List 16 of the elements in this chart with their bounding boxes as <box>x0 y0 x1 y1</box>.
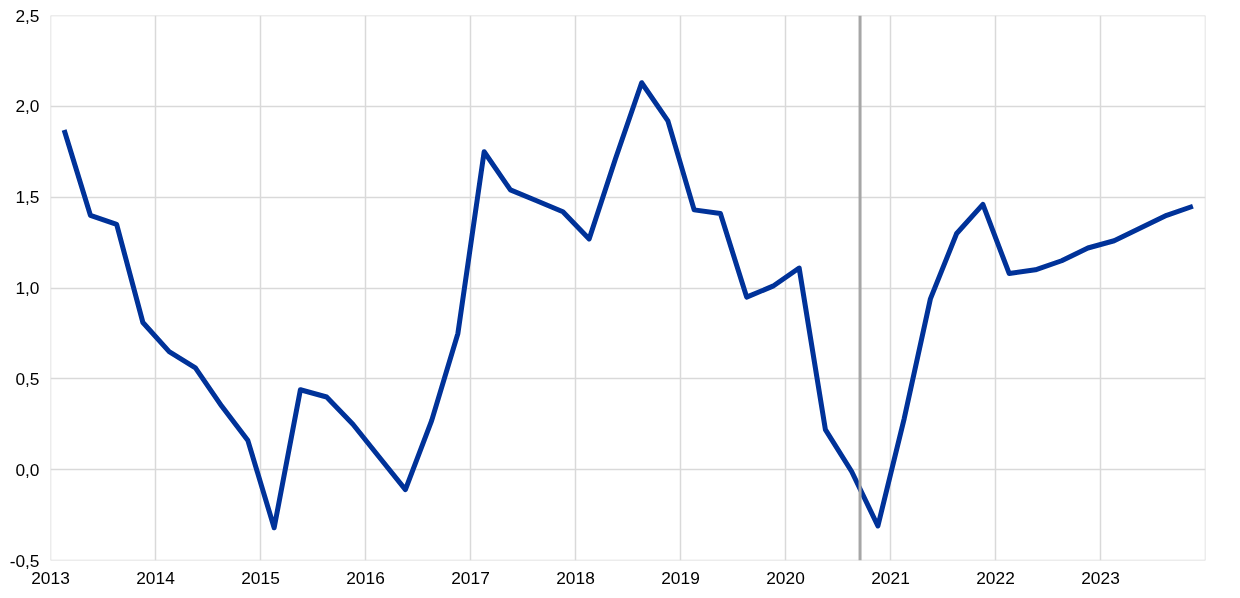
x-tick-label: 2015 <box>241 567 280 588</box>
y-tick-label: 0,5 <box>15 368 40 389</box>
x-tick-label: 2020 <box>766 567 805 588</box>
y-tick-label: 0,0 <box>15 459 40 480</box>
y-tick-label: 1,0 <box>15 278 40 298</box>
x-tick-label: 2014 <box>136 567 176 588</box>
x-tick-label: 2021 <box>871 567 910 588</box>
y-tick-label: 2,5 <box>15 5 40 26</box>
x-tick-label: 2016 <box>346 567 385 588</box>
y-tick-label: 2,0 <box>15 96 40 117</box>
x-tick-label: 2017 <box>451 567 490 588</box>
y-tick-label: 1,5 <box>15 187 40 208</box>
x-tick-label: 2022 <box>976 567 1015 588</box>
x-tick-label: 2019 <box>661 567 700 588</box>
x-tick-label: 2023 <box>1081 567 1120 588</box>
x-tick-label: 2018 <box>556 567 595 588</box>
